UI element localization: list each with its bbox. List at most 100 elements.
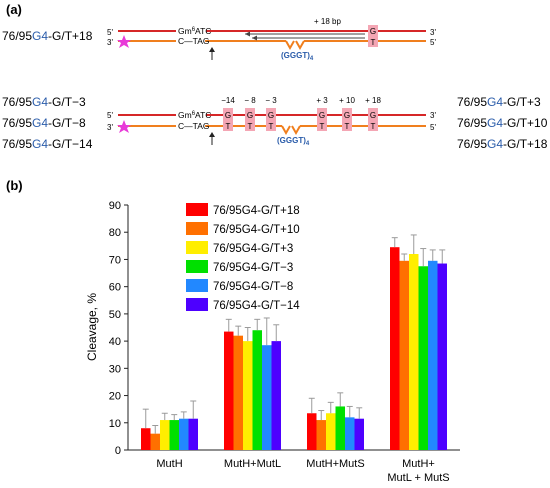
mismatch-box-plus-18: [368, 108, 378, 131]
b-top-3prime: 3': [430, 111, 436, 120]
legend: 76/95G4-G/T+18 76/95G4-G/T+10 76/95G4-G/T+…: [186, 203, 300, 312]
mm-top-minus-14: G: [225, 111, 231, 120]
bar: [409, 254, 419, 450]
legend-swatch: [186, 222, 208, 235]
bar: [252, 330, 262, 450]
y-tick-label: 30: [109, 363, 121, 375]
bar: [141, 428, 151, 450]
bar: [160, 420, 170, 450]
construct-name-minus-3: 76/95G4-G/T−3: [2, 95, 86, 109]
bar: [188, 418, 198, 450]
bar: [354, 418, 364, 450]
position-minus-3: − 3: [265, 96, 277, 105]
b-cleavage-arrow-head: [209, 132, 215, 137]
bar: [179, 418, 189, 450]
b-bottom-3prime: 3': [107, 123, 113, 132]
position-minus-8: − 8: [244, 96, 256, 105]
x-tick-label: MutH+MutS: [306, 458, 364, 470]
top-strand-3prime: 3': [430, 28, 436, 37]
panel-a-label: (a): [6, 2, 22, 17]
y-tick-label: 40: [109, 336, 121, 348]
y-ticks: 0 10 20 30 40 50 60 70 80 90: [109, 200, 128, 457]
construct-name-minus-8: 76/95G4-G/T−8: [2, 116, 86, 130]
mm-bottom-plus-3: T: [320, 122, 325, 131]
position-plus-18: + 18: [365, 96, 381, 105]
mismatch-box: [368, 25, 378, 47]
bottom-construct: 76/95G4-G/T−3 76/95G4-G/T−8 76/95G4-G/T−…: [2, 95, 548, 151]
position-plus-3: + 3: [316, 96, 328, 105]
bar: [390, 247, 400, 450]
bar: [437, 263, 447, 450]
legend-swatch: [186, 260, 208, 273]
distance-arrowhead-1: [245, 31, 250, 37]
mm-top-plus-3: G: [319, 111, 325, 120]
mm-top-plus-10: G: [344, 111, 350, 120]
construct-name-plus-10: 76/95G4-G/T+10: [457, 116, 548, 130]
bar: [271, 341, 281, 450]
mismatch-box-minus-14: [223, 108, 233, 131]
bottom-strand-5prime: 5': [430, 38, 436, 47]
mismatch-box-minus-3: [266, 108, 276, 131]
b-quadruplex-label: (GGGT)4: [277, 136, 310, 147]
construct-name-plus-18: 76/95G4-G/T+18: [457, 137, 548, 151]
x-tick-label: MutL + MutS: [387, 472, 449, 484]
bar: [262, 345, 272, 450]
cleavage-arrow-head: [209, 47, 215, 52]
y-tick-label: 10: [109, 418, 121, 430]
bar: [316, 420, 326, 450]
bar: [326, 413, 336, 450]
legend-label: 76/95G4-G/T+10: [213, 224, 300, 236]
mm-top-minus-3: G: [268, 111, 274, 120]
bar: [150, 433, 160, 450]
quadruplex-loop-left: [285, 40, 295, 51]
quadruplex-label: (GGGT)4: [281, 51, 314, 62]
bottom-seq: C—TAG: [178, 36, 209, 46]
b-top-5prime: 5': [107, 111, 113, 120]
top-construct: 76/95G4-G/T+18 5' 3' 3' 5' Gm6ATC C—TAG …: [2, 17, 436, 62]
panel-b-label: (b): [6, 178, 23, 193]
mismatch-box-plus-3: [317, 108, 327, 131]
legend-label: 76/95G4-G/T−14: [213, 300, 300, 312]
b-top-seq: Gm6ATC: [178, 110, 211, 120]
mm-top-minus-8: G: [247, 111, 253, 120]
distance-arrowhead-2: [252, 35, 257, 41]
bar: [335, 406, 345, 450]
bar: [418, 266, 428, 450]
y-tick-label: 0: [115, 445, 121, 457]
bar: [233, 335, 243, 450]
y-tick-label: 90: [109, 200, 121, 212]
x-tick-label: MutH+MutL: [224, 458, 281, 470]
legend-label: 76/95G4-G/T+3: [213, 243, 293, 255]
top-seq: Gm6ATC: [178, 26, 211, 36]
mismatch-box-minus-8: [245, 108, 255, 131]
bar: [307, 413, 317, 450]
y-axis-label: Cleavage, %: [85, 293, 99, 361]
construct-name-plus-3: 76/95G4-G/T+3: [457, 95, 541, 109]
y-tick-label: 70: [109, 254, 121, 266]
top-strand-5prime: 5': [107, 28, 113, 37]
x-tick-labels: MutH MutH+MutL MutH+MutS MutH+ MutL + MutS: [156, 458, 449, 484]
legend-label: 76/95G4-G/T−3: [213, 262, 293, 274]
bar: [243, 341, 253, 450]
b-quadruplex-loop-right: [291, 125, 301, 136]
mismatch-bottom: T: [371, 38, 376, 47]
bar: [224, 331, 234, 450]
mm-bottom-plus-10: T: [345, 122, 350, 131]
legend-label: 76/95G4-G/T−8: [213, 281, 293, 293]
legend-swatch: [186, 241, 208, 254]
position-minus-14: −14: [221, 96, 235, 105]
position-plus-10: + 10: [339, 96, 355, 105]
mm-bottom-minus-3: T: [269, 122, 274, 131]
y-tick-label: 60: [109, 282, 121, 294]
quadruplex-loop-right: [295, 40, 305, 51]
mismatch-top: G: [370, 27, 376, 36]
distance-label: + 18 bp: [314, 17, 341, 26]
mm-top-plus-18: G: [370, 111, 376, 120]
x-tick-label: MutH: [156, 458, 182, 470]
y-tick-label: 80: [109, 227, 121, 239]
mm-bottom-minus-14: T: [226, 122, 231, 131]
mismatch-box-plus-10: [342, 108, 352, 131]
construct-name-minus-14: 76/95G4-G/T−14: [2, 137, 93, 151]
b-fluorophore-star-icon: [117, 120, 131, 133]
